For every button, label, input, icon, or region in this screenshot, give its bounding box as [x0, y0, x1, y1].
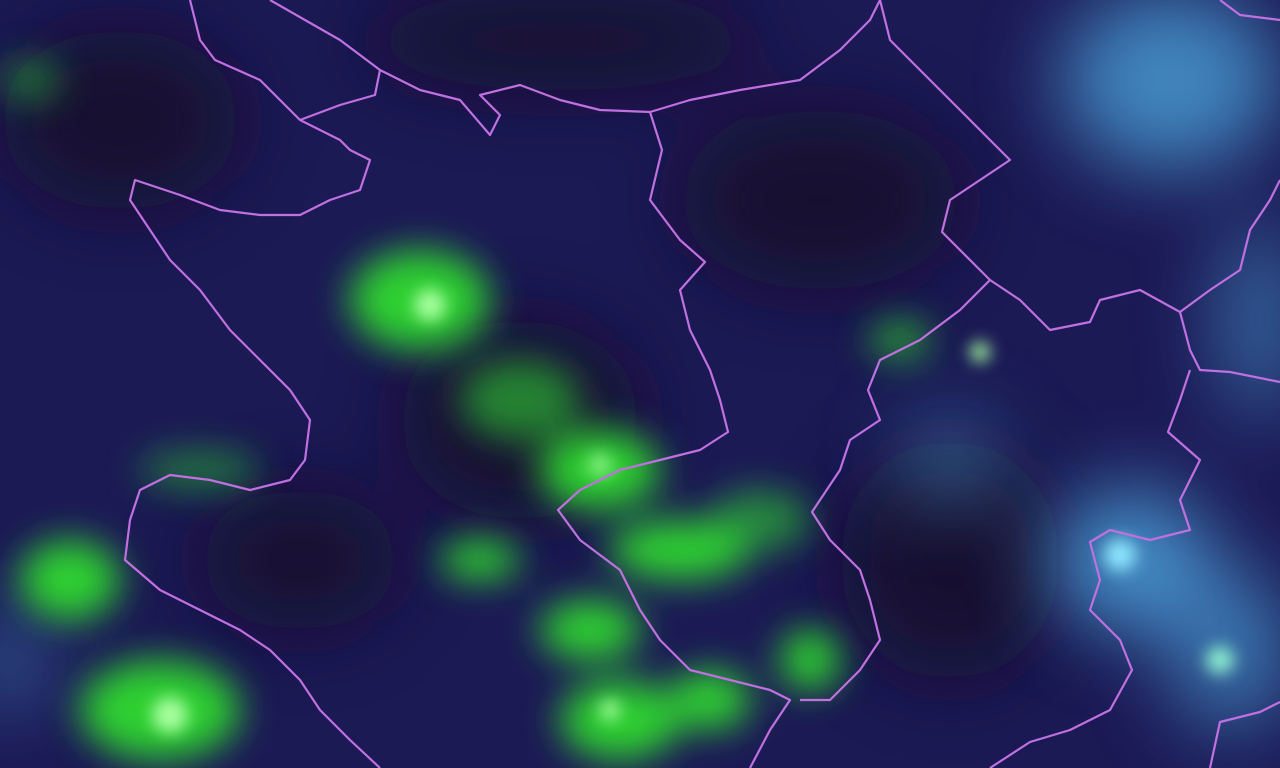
border-southeast	[989, 369, 1202, 768]
border-bottom-right	[1208, 701, 1280, 768]
bright-spots	[152, 289, 1234, 733]
administrative-borders	[123, 0, 1280, 768]
border-east-central	[800, 0, 1012, 702]
border-north	[269, 0, 881, 137]
border-east	[989, 279, 1280, 384]
border-top-right	[1219, 0, 1280, 22]
border-northeast	[1179, 179, 1280, 313]
border-north-branch	[299, 69, 382, 122]
border-central	[556, 111, 792, 768]
border-west	[123, 0, 381, 768]
